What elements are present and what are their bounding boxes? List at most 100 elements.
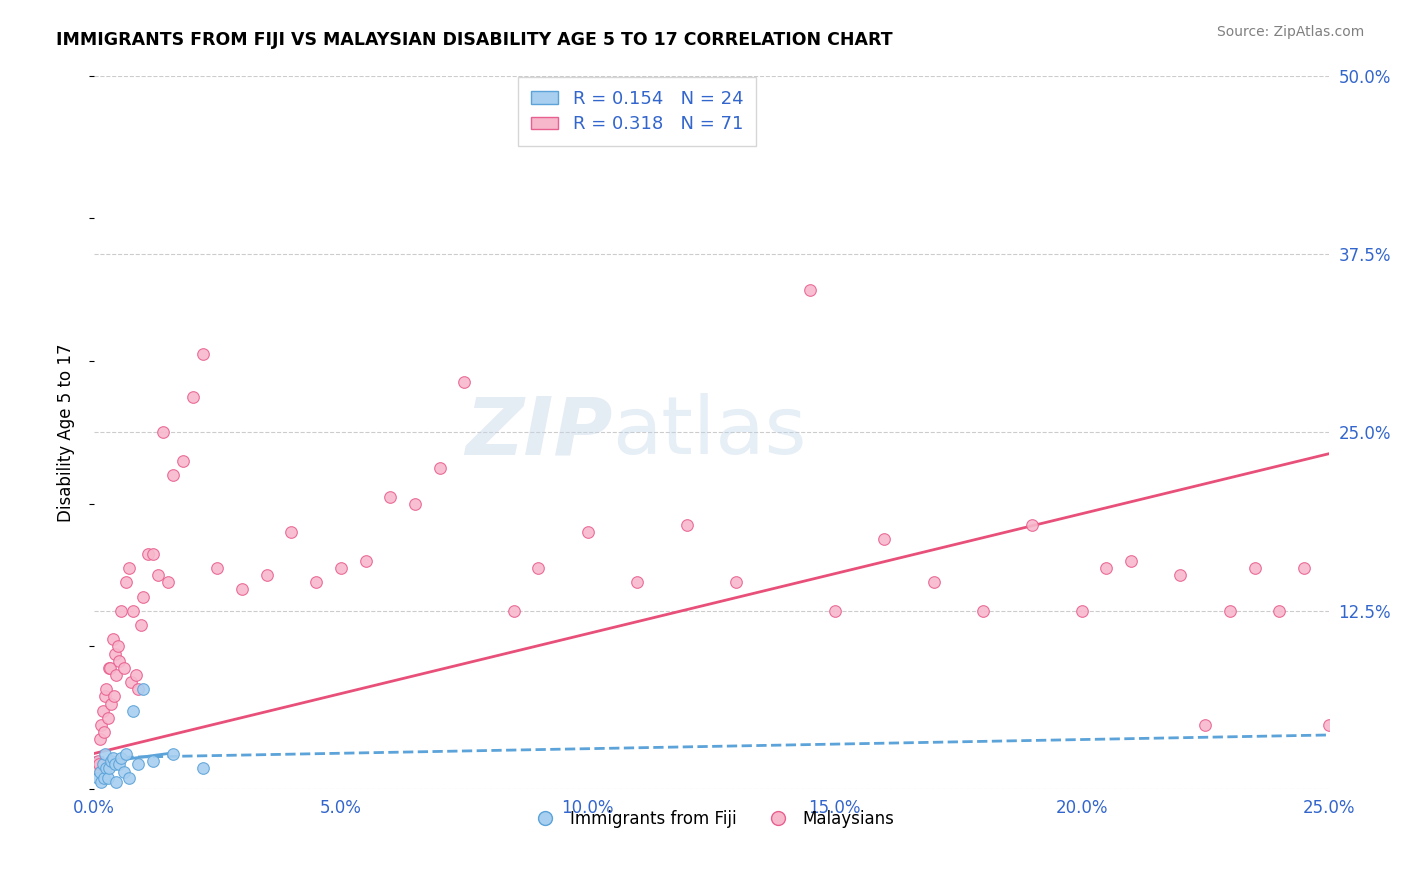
Point bbox=[112, 661, 135, 675]
Point bbox=[105, 775, 128, 789]
Point bbox=[1317, 718, 1340, 732]
Point bbox=[576, 525, 599, 540]
Point bbox=[404, 497, 426, 511]
Point bbox=[122, 604, 145, 618]
Point bbox=[125, 668, 148, 682]
Point bbox=[89, 765, 111, 780]
Text: IMMIGRANTS FROM FIJI VS MALAYSIAN DISABILITY AGE 5 TO 17 CORRELATION CHART: IMMIGRANTS FROM FIJI VS MALAYSIAN DISABI… bbox=[56, 31, 893, 49]
Point bbox=[305, 575, 328, 590]
Point bbox=[94, 690, 117, 704]
Point bbox=[453, 376, 475, 390]
Point bbox=[87, 754, 110, 768]
Point bbox=[110, 751, 132, 765]
Point bbox=[162, 468, 184, 483]
Point bbox=[354, 554, 377, 568]
Point bbox=[97, 661, 120, 675]
Point bbox=[101, 632, 124, 647]
Point bbox=[94, 747, 117, 761]
Point bbox=[1194, 718, 1216, 732]
Point bbox=[90, 718, 112, 732]
Point bbox=[96, 682, 118, 697]
Point bbox=[626, 575, 648, 590]
Point bbox=[132, 590, 155, 604]
Point bbox=[110, 604, 132, 618]
Text: atlas: atlas bbox=[613, 393, 807, 471]
Point bbox=[873, 533, 896, 547]
Point bbox=[97, 711, 120, 725]
Point bbox=[146, 568, 169, 582]
Point bbox=[117, 771, 139, 785]
Point bbox=[181, 390, 204, 404]
Point bbox=[799, 283, 821, 297]
Point bbox=[107, 640, 129, 654]
Point bbox=[429, 461, 451, 475]
Point bbox=[101, 751, 124, 765]
Point bbox=[107, 756, 129, 771]
Point bbox=[922, 575, 945, 590]
Point bbox=[122, 704, 145, 718]
Point bbox=[127, 756, 149, 771]
Text: Source: ZipAtlas.com: Source: ZipAtlas.com bbox=[1216, 25, 1364, 39]
Text: ZIP: ZIP bbox=[465, 393, 613, 471]
Point bbox=[191, 347, 214, 361]
Point bbox=[1243, 561, 1265, 575]
Point bbox=[97, 761, 120, 775]
Point bbox=[127, 682, 149, 697]
Point bbox=[104, 756, 127, 771]
Point bbox=[972, 604, 994, 618]
Point bbox=[527, 561, 550, 575]
Point bbox=[1292, 561, 1315, 575]
Point bbox=[103, 690, 125, 704]
Point bbox=[256, 568, 278, 582]
Point bbox=[86, 761, 108, 775]
Point bbox=[172, 454, 194, 468]
Point bbox=[93, 771, 115, 785]
Point bbox=[231, 582, 253, 597]
Point bbox=[1070, 604, 1092, 618]
Point bbox=[115, 747, 138, 761]
Point bbox=[129, 618, 152, 632]
Point bbox=[280, 525, 302, 540]
Point bbox=[156, 575, 179, 590]
Point bbox=[207, 561, 229, 575]
Point bbox=[675, 518, 697, 533]
Point bbox=[1268, 604, 1291, 618]
Point bbox=[100, 754, 122, 768]
Point bbox=[87, 756, 110, 771]
Point bbox=[824, 604, 846, 618]
Point bbox=[98, 661, 121, 675]
Point bbox=[105, 668, 128, 682]
Point bbox=[107, 654, 129, 668]
Point bbox=[115, 575, 138, 590]
Point bbox=[1219, 604, 1241, 618]
Point bbox=[380, 490, 402, 504]
Point bbox=[136, 547, 159, 561]
Point bbox=[1119, 554, 1142, 568]
Point bbox=[91, 756, 114, 771]
Point bbox=[142, 754, 165, 768]
Point bbox=[100, 697, 122, 711]
Y-axis label: Disability Age 5 to 17: Disability Age 5 to 17 bbox=[58, 343, 75, 522]
Point bbox=[162, 747, 184, 761]
Point bbox=[502, 604, 524, 618]
Point bbox=[329, 561, 352, 575]
Legend: Immigrants from Fiji, Malaysians: Immigrants from Fiji, Malaysians bbox=[522, 803, 901, 834]
Point bbox=[93, 725, 115, 739]
Point bbox=[96, 761, 118, 775]
Point bbox=[87, 771, 110, 785]
Point bbox=[91, 704, 114, 718]
Point bbox=[90, 775, 112, 789]
Point bbox=[89, 732, 111, 747]
Point bbox=[152, 425, 174, 440]
Point bbox=[132, 682, 155, 697]
Point bbox=[120, 675, 142, 690]
Point bbox=[104, 647, 127, 661]
Point bbox=[97, 771, 120, 785]
Point bbox=[1095, 561, 1118, 575]
Point bbox=[1021, 518, 1043, 533]
Point bbox=[724, 575, 747, 590]
Point bbox=[1170, 568, 1192, 582]
Point bbox=[142, 547, 165, 561]
Point bbox=[191, 761, 214, 775]
Point bbox=[112, 765, 135, 780]
